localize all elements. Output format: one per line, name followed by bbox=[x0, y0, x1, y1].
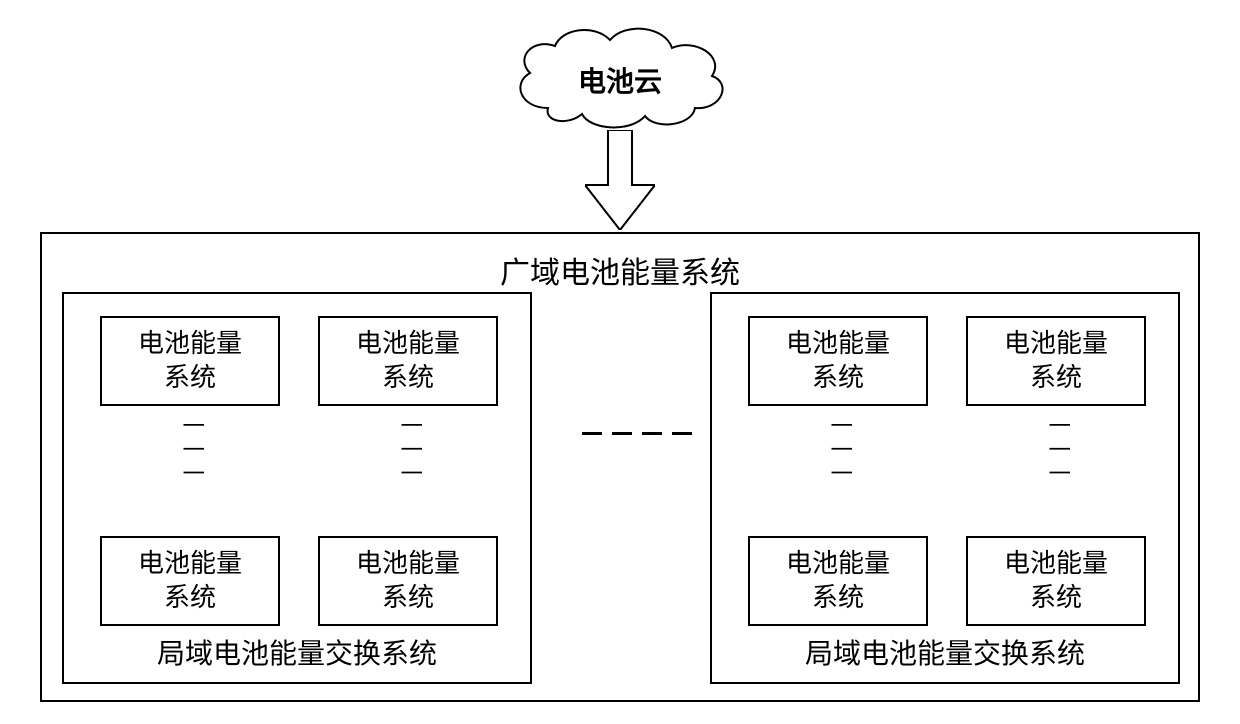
wide-area-system-title: 广域电池能量系统 bbox=[42, 234, 1198, 292]
vertical-ellipsis-icon: | | | bbox=[830, 422, 856, 481]
local-exchange-system-title: 局域电池能量交换系统 bbox=[712, 632, 1178, 672]
battery-energy-system-box: 电池能量系统 bbox=[100, 536, 280, 626]
battery-energy-system-box: 电池能量系统 bbox=[318, 316, 498, 406]
battery-energy-system-box: 电池能量系统 bbox=[966, 316, 1146, 406]
local-exchange-system-box: 电池能量系统电池能量系统电池能量系统电池能量系统| | || | |局域电池能量… bbox=[710, 292, 1180, 684]
vertical-ellipsis-icon: | | | bbox=[182, 422, 208, 481]
battery-energy-system-box: 电池能量系统 bbox=[748, 316, 928, 406]
vertical-ellipsis-icon: | | | bbox=[1048, 422, 1074, 481]
local-exchange-system-box: 电池能量系统电池能量系统电池能量系统电池能量系统| | || | |局域电池能量… bbox=[62, 292, 532, 684]
horizontal-ellipsis-dashes bbox=[582, 432, 692, 435]
diagram-canvas: 电池云 广域电池能量系统 电池能量系统电池能量系统电池能量系统电池能量系统| |… bbox=[0, 0, 1240, 724]
battery-energy-system-box: 电池能量系统 bbox=[748, 536, 928, 626]
wide-area-system-box: 广域电池能量系统 电池能量系统电池能量系统电池能量系统电池能量系统| | || … bbox=[40, 232, 1200, 702]
vertical-ellipsis-icon: | | | bbox=[400, 422, 426, 481]
cloud-label: 电池云 bbox=[578, 60, 662, 100]
battery-energy-system-box: 电池能量系统 bbox=[966, 536, 1146, 626]
battery-energy-system-box: 电池能量系统 bbox=[100, 316, 280, 406]
local-exchange-system-title: 局域电池能量交换系统 bbox=[64, 632, 530, 672]
down-arrow-icon bbox=[585, 130, 655, 230]
battery-energy-system-box: 电池能量系统 bbox=[318, 536, 498, 626]
